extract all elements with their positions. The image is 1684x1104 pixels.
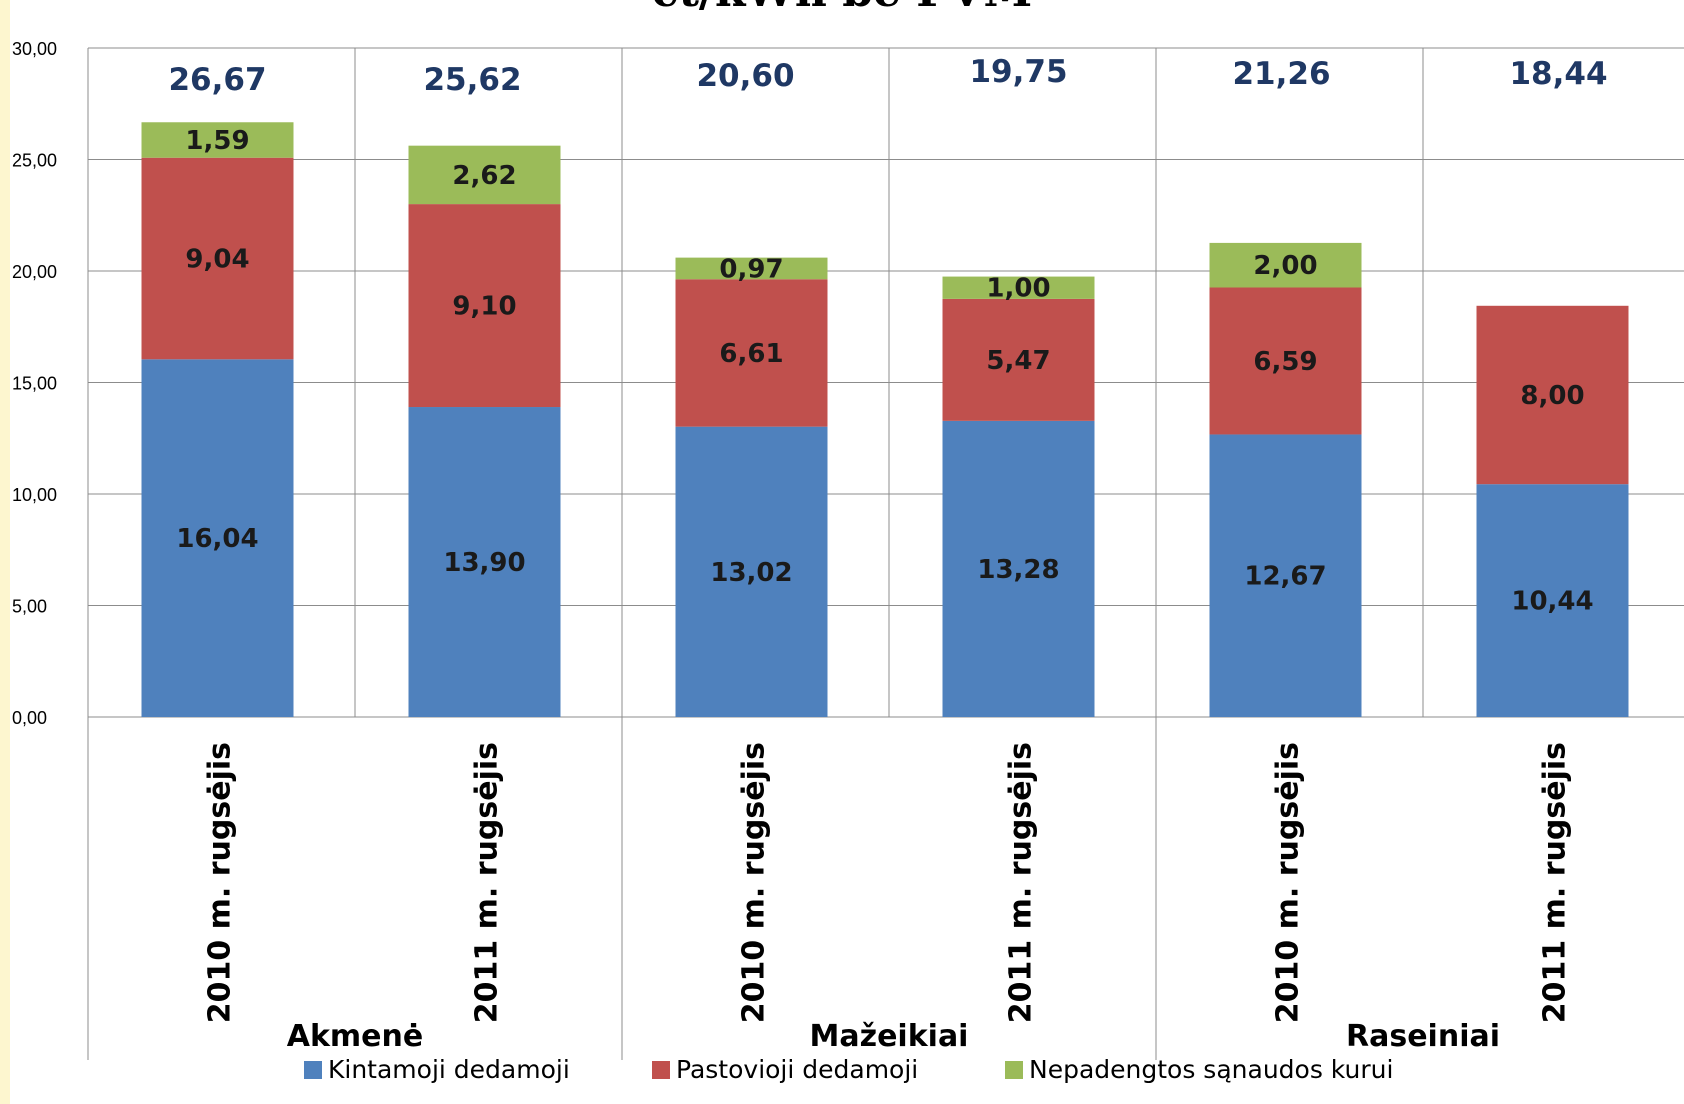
data-label: 5,47 xyxy=(986,346,1050,376)
bar-segment xyxy=(408,145,561,205)
data-label: 13,28 xyxy=(977,555,1059,585)
y-tick-label: 0,00 xyxy=(12,708,47,728)
bar-segment xyxy=(675,279,828,427)
legend-label: Nepadengtos sąnaudos kurui xyxy=(1029,1055,1393,1084)
data-label: 10,44 xyxy=(1511,587,1593,617)
x-tick-label: 2011 m. rugsėjis xyxy=(1004,742,1039,1023)
y-tick-label: 25,00 xyxy=(12,151,57,171)
bar-segment xyxy=(675,426,828,717)
bar-segment xyxy=(141,359,294,717)
bar-segment xyxy=(942,276,1095,299)
legend-label: Kintamoji dedamoji xyxy=(328,1055,570,1084)
group-label: Akmenė xyxy=(287,1019,423,1054)
total-label: 19,75 xyxy=(969,54,1067,90)
bar-segment xyxy=(141,157,294,360)
data-label: 2,62 xyxy=(452,161,516,191)
y-tick-label: 5,00 xyxy=(12,597,47,617)
bar-segment xyxy=(1476,305,1629,485)
y-tick-label: 20,00 xyxy=(12,262,57,282)
y-tick-label: 30,00 xyxy=(12,39,57,59)
x-tick-label: 2011 m. rugsėjis xyxy=(1538,742,1573,1023)
x-tick-label: 2010 m. rugsėjis xyxy=(1271,742,1306,1023)
group-label: Raseiniai xyxy=(1346,1019,1500,1054)
data-label: 2,00 xyxy=(1253,251,1317,281)
total-label: 25,62 xyxy=(423,62,521,98)
total-label: 20,60 xyxy=(696,58,794,94)
data-label: 9,10 xyxy=(452,292,516,322)
data-label: 1,59 xyxy=(185,126,249,156)
bar-segment xyxy=(942,420,1095,717)
bar-segment xyxy=(942,298,1095,421)
total-label: 21,26 xyxy=(1232,56,1330,92)
data-label: 8,00 xyxy=(1520,381,1584,411)
data-label: 6,59 xyxy=(1253,347,1317,377)
legend-swatch xyxy=(652,1061,670,1079)
total-label: 26,67 xyxy=(168,62,266,98)
bar-segment xyxy=(408,204,561,408)
data-label: 13,90 xyxy=(443,548,525,578)
data-label: 1,00 xyxy=(986,274,1050,304)
y-tick-label: 10,00 xyxy=(12,485,57,505)
bar-segment xyxy=(675,257,828,280)
bar-segment xyxy=(1209,242,1362,288)
bar-segment xyxy=(1209,434,1362,717)
y-tick-label: 15,00 xyxy=(12,374,57,394)
x-tick-label: 2010 m. rugsėjis xyxy=(737,742,772,1023)
page-title: ct/kWh be PVM xyxy=(0,0,1684,17)
legend-label: Pastovioji dedamoji xyxy=(676,1055,918,1084)
bar-segment xyxy=(141,122,294,158)
data-label: 13,02 xyxy=(710,558,792,588)
group-label: Mažeikiai xyxy=(810,1019,969,1054)
data-label: 6,61 xyxy=(719,339,783,369)
total-label: 18,44 xyxy=(1509,56,1607,92)
data-label: 9,04 xyxy=(185,245,249,275)
legend-swatch xyxy=(1005,1061,1023,1079)
bar-segment xyxy=(1476,484,1629,717)
legend-swatch xyxy=(304,1061,322,1079)
data-label: 0,97 xyxy=(719,254,783,284)
data-label: 16,04 xyxy=(176,524,258,554)
x-tick-label: 2011 m. rugsėjis xyxy=(470,742,505,1023)
x-tick-label: 2010 m. rugsėjis xyxy=(203,742,238,1023)
bar-segment xyxy=(1209,287,1362,435)
data-label: 12,67 xyxy=(1244,562,1326,592)
bar-segment xyxy=(408,407,561,717)
